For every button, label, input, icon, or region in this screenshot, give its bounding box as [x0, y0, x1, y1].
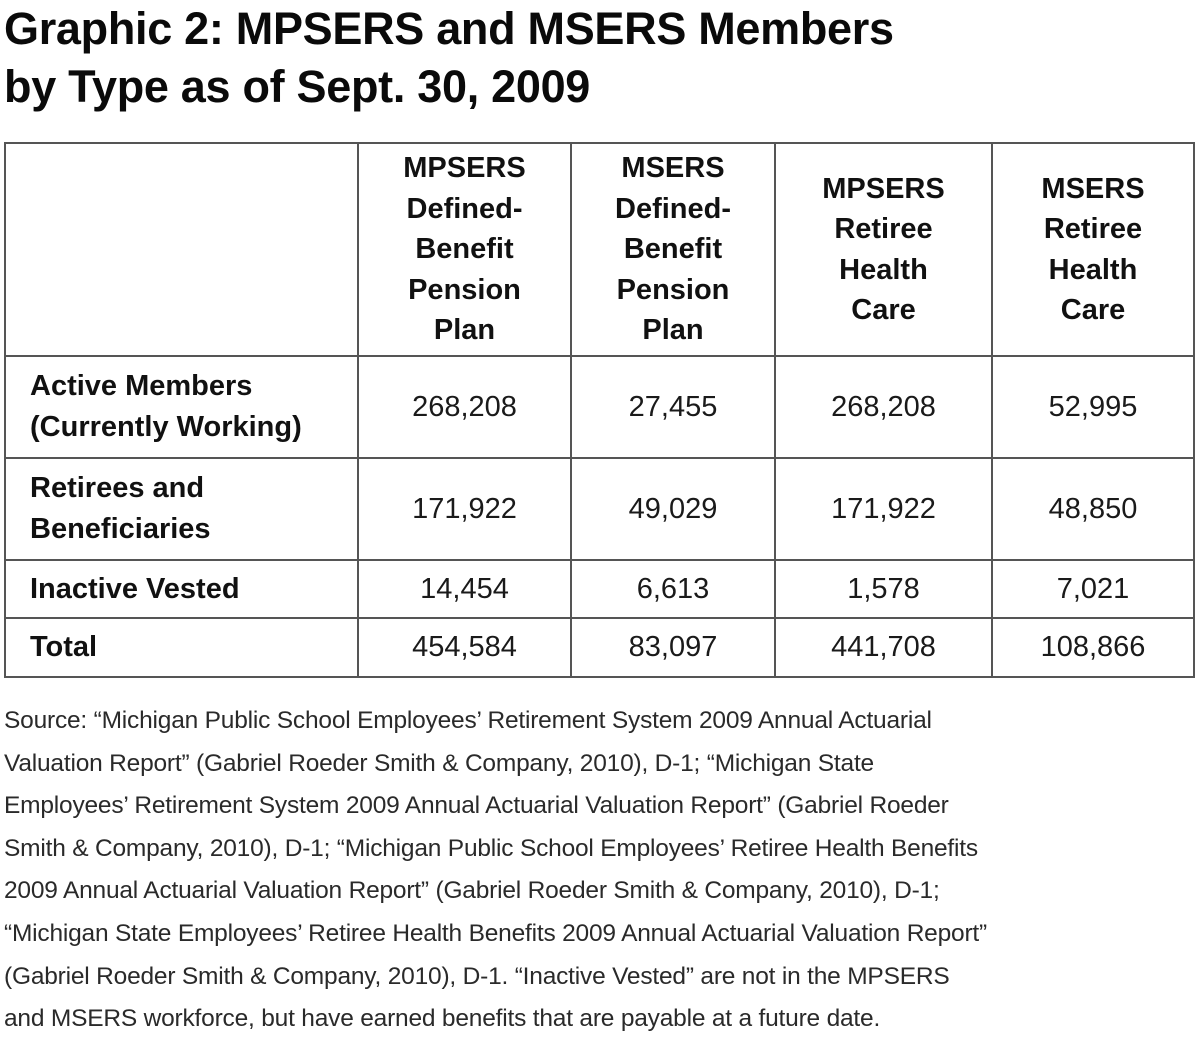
table-cell: 441,708 — [774, 617, 993, 678]
column-header-mpsers-health: MPSERS Retiree Health Care — [774, 142, 993, 357]
table-cell: 14,454 — [357, 559, 572, 619]
table-row-inactive-vested: Inactive Vested 14,454 6,613 1,578 7,021 — [4, 559, 1195, 619]
row-label: Total — [4, 617, 359, 678]
column-header-mpsers-pension: MPSERS Defined- Benefit Pension Plan — [357, 142, 572, 357]
table-cell: 27,455 — [570, 355, 776, 459]
table-row-active-members: Active Members (Currently Working) 268,2… — [4, 355, 1195, 459]
table-cell: 52,995 — [991, 355, 1195, 459]
table-cell: 171,922 — [357, 457, 572, 561]
row-label: Retirees and Beneficiaries — [4, 457, 359, 561]
table-cell: 48,850 — [991, 457, 1195, 561]
table-cell: 108,866 — [991, 617, 1195, 678]
table-row-retirees: Retirees and Beneficiaries 171,922 49,02… — [4, 457, 1195, 561]
source-line: Smith & Company, 2010), D-1; “Michigan P… — [4, 834, 978, 862]
row-label: Inactive Vested — [4, 559, 359, 619]
table-cell: 268,208 — [774, 355, 993, 459]
table-cell: 7,021 — [991, 559, 1195, 619]
source-line: (Gabriel Roeder Smith & Company, 2010), … — [4, 962, 950, 990]
table-cell: 454,584 — [357, 617, 572, 678]
table-cell: 171,922 — [774, 457, 993, 561]
source-line: and MSERS workforce, but have earned ben… — [4, 1005, 881, 1033]
table-header-row: MPSERS Defined- Benefit Pension Plan MSE… — [4, 142, 1195, 357]
header-corner — [4, 142, 359, 357]
column-header-msers-health: MSERS Retiree Health Care — [991, 142, 1195, 357]
source-note: Source: “Michigan Public School Employee… — [4, 700, 1194, 1041]
table-cell: 83,097 — [570, 617, 776, 678]
source-line: Valuation Report” (Gabriel Roeder Smith … — [4, 749, 874, 777]
row-label: Active Members (Currently Working) — [4, 355, 359, 459]
table-row-total: Total 454,584 83,097 441,708 108,866 — [4, 617, 1195, 678]
column-header-msers-pension: MSERS Defined- Benefit Pension Plan — [570, 142, 776, 357]
source-line: Employees’ Retirement System 2009 Annual… — [4, 792, 949, 820]
table-cell: 268,208 — [357, 355, 572, 459]
page-title: Graphic 2: MPSERS and MSERS Members by T… — [4, 0, 1194, 116]
table-cell: 6,613 — [570, 559, 776, 619]
table-cell: 1,578 — [774, 559, 993, 619]
source-line: Source: “Michigan Public School Employee… — [4, 707, 932, 734]
source-line: “Michigan State Employees’ Retiree Healt… — [4, 919, 987, 947]
source-line: 2009 Annual Actuarial Valuation Report” … — [4, 877, 940, 905]
table-cell: 49,029 — [570, 457, 776, 561]
title-line-1: Graphic 2: MPSERS and MSERS Members — [4, 3, 894, 54]
title-line-2: by Type as of Sept. 30, 2009 — [4, 61, 591, 112]
members-table: MPSERS Defined- Benefit Pension Plan MSE… — [4, 142, 1195, 678]
